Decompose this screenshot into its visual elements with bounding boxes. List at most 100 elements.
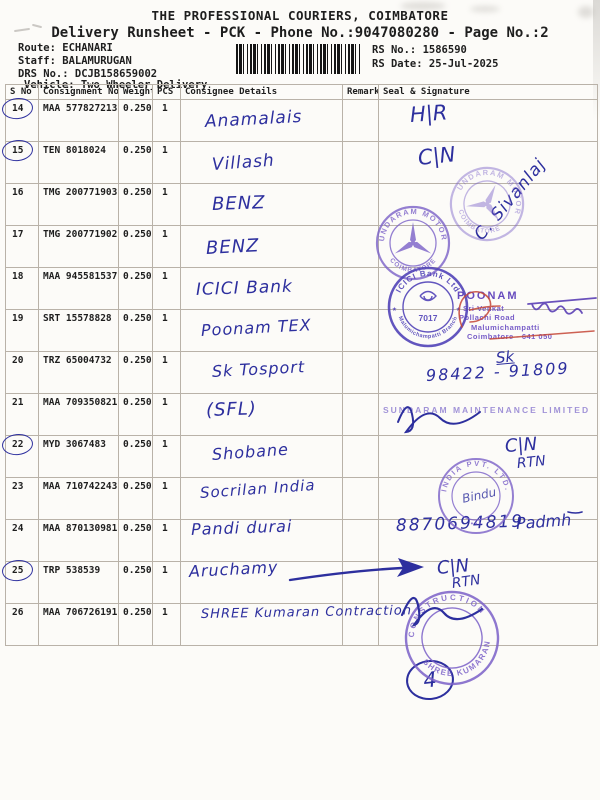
poonam-stamp-line: Sri Venkat — [463, 303, 505, 313]
staff-field: Staff: BALAMURUGAN — [18, 55, 132, 67]
three-pointed-star-icon — [394, 222, 432, 254]
drs-field: DRS No.: DCJB158659002 — [18, 68, 157, 80]
row-remarks-cell — [342, 141, 379, 184]
row-pcs: 1 — [152, 99, 181, 142]
rs-no-label: RS No.: — [372, 44, 417, 56]
row-seal-cell — [378, 435, 598, 478]
row-seal-cell — [378, 351, 598, 394]
row-sno: 19 — [12, 313, 24, 324]
row-pcs: 1 — [152, 183, 181, 226]
row-consignment: MAA 577827213 — [38, 99, 119, 142]
india-pvt-stamp: INDIA PVT. LTD. • • • Bindu — [438, 458, 514, 534]
row-consignee-cell — [180, 435, 343, 478]
barcode — [236, 44, 360, 74]
row-consignee-cell — [180, 183, 343, 226]
row-pcs: 1 — [152, 141, 181, 184]
page-title: THE PROFESSIONAL COURIERS, COIMBATORE — [151, 8, 449, 23]
row-sno: 20 — [12, 355, 24, 366]
table-row: 15 TEN 8018024 0.250 1 — [5, 141, 598, 184]
poonam-stamp-line: Coimbatore - 641 050 — [467, 331, 553, 341]
row-seal-cell — [378, 99, 598, 142]
row-consignment: TRP 538539 — [38, 561, 119, 604]
row-sno-cell: 21 — [5, 393, 39, 436]
table-row: 24 MAA 870130981 0.250 1 — [5, 519, 598, 562]
drs-value: DCJB158659002 — [74, 68, 158, 80]
row-pcs: 1 — [152, 561, 181, 604]
page-subtitle: Delivery Runsheet - PCK - Phone No.:9047… — [51, 25, 549, 41]
row-sno: 25 — [12, 565, 24, 576]
row-pcs: 1 — [152, 351, 181, 394]
row-seal-cell — [378, 183, 598, 226]
scan-edge-shade — [593, 0, 600, 120]
row-seal-cell — [378, 393, 598, 436]
poonam-stamp-line: Malumichampatti — [471, 322, 540, 332]
ink-dash — [567, 511, 583, 514]
red-scrawl-stroke — [469, 305, 501, 311]
stamp-ring-text: • • • — [470, 520, 482, 528]
row-consignee-cell — [180, 351, 343, 394]
row-sno: 15 — [12, 145, 24, 156]
script-overline — [527, 297, 597, 305]
row-weight: 0.250 — [118, 183, 153, 226]
row-seal-cell — [378, 267, 598, 310]
row-weight: 0.250 — [118, 99, 153, 142]
row-sno: 21 — [12, 397, 24, 408]
row-consignee-cell — [180, 561, 343, 604]
staff-value: BALAMURUGAN — [62, 55, 132, 67]
row-weight: 0.250 — [118, 141, 153, 184]
row-consignment: MYD 3067483 — [38, 435, 119, 478]
rs-date-field: RS Date: 25-Jul-2025 — [372, 58, 498, 70]
scan-smudge — [470, 6, 500, 12]
poonam-stamp-line: Pollachi Road — [459, 313, 516, 323]
signature-squiggle-maintenance — [397, 406, 481, 434]
table-row: 19 SRT 15578828 0.250 1 — [5, 309, 598, 352]
row-weight: 0.250 — [118, 561, 153, 604]
row-sno-cell: 19 — [5, 309, 39, 352]
signature-bindu: Bindu — [461, 485, 498, 506]
svg-text:SUNDARAM MOTORS: SUNDARAM MOTORS — [40, 0, 600, 218]
row-seal-cell — [378, 519, 598, 562]
icici-branch-code: 7017 — [419, 313, 438, 323]
stamp-ring-text: INDIA PVT. LTD. — [439, 459, 510, 493]
arrow-shaft — [288, 566, 404, 582]
arrow-head-icon — [397, 558, 424, 577]
runsheet-table-body: 14 MAA 577827213 0.250 1 15 TEN 8018024 … — [5, 99, 598, 646]
row-consignee-cell — [180, 99, 343, 142]
row-weight: 0.250 — [118, 225, 153, 268]
scan-smudge — [578, 6, 594, 18]
table-header-row: S No Consignment No Weight PCS Consignee Det… — [5, 84, 598, 100]
row-consignment: MAA 709350821 — [38, 393, 119, 436]
rs-date-label: RS Date: — [372, 58, 423, 70]
sundaram-maintenance-stamp: SUNDARAM MAINTENANCE LIMITED — [383, 405, 591, 415]
row-consignment: SRT 15578828 — [38, 309, 119, 352]
shree-kumaran-stamp: CONSTRUCTION SHREE KUMARAN — [398, 582, 500, 688]
row-remarks-cell — [342, 561, 379, 604]
rs-date-value: 25-Jul-2025 — [428, 58, 499, 70]
row-consignee-cell — [180, 267, 343, 310]
row-consignment: MAA 706726191 — [38, 603, 119, 646]
table-row: 18 MAA 945581537 0.250 1 — [5, 267, 598, 310]
three-pointed-star-icon — [466, 184, 500, 221]
table-row: 22 MYD 3067483 0.250 1 — [5, 435, 598, 478]
route-field: Route: ECHANARI — [18, 42, 113, 54]
row-sno: 22 — [12, 439, 24, 450]
row-sno-cell: 15 — [5, 141, 39, 184]
row-sno: 26 — [12, 607, 24, 618]
script-squiggle — [531, 302, 583, 315]
icici-logo-icon — [419, 290, 437, 302]
stamp-ring-text: SUNDARAM MOTORS — [40, 0, 600, 218]
table-row: 21 MAA 709350821 0.250 1 — [5, 393, 598, 436]
row-sno-cell: 16 — [5, 183, 39, 226]
rs-no-value: 1586590 — [422, 44, 467, 56]
rs-no-field: RS No.: 1586590 — [372, 44, 467, 56]
scan-smudge — [400, 2, 446, 10]
route-value: ECHANARI — [62, 42, 113, 54]
svg-text:INDIA PVT. LTD.: INDIA PVT. LTD. — [439, 459, 512, 493]
sundaram-motors-stamp-1: SUNDARAM MOTORS COIMBATORE — [0, 0, 451, 281]
row-consignee-cell — [180, 309, 343, 352]
route-label: Route: — [18, 42, 56, 54]
row-pcs: 1 — [152, 225, 181, 268]
row-sno-cell: 14 — [5, 99, 39, 142]
